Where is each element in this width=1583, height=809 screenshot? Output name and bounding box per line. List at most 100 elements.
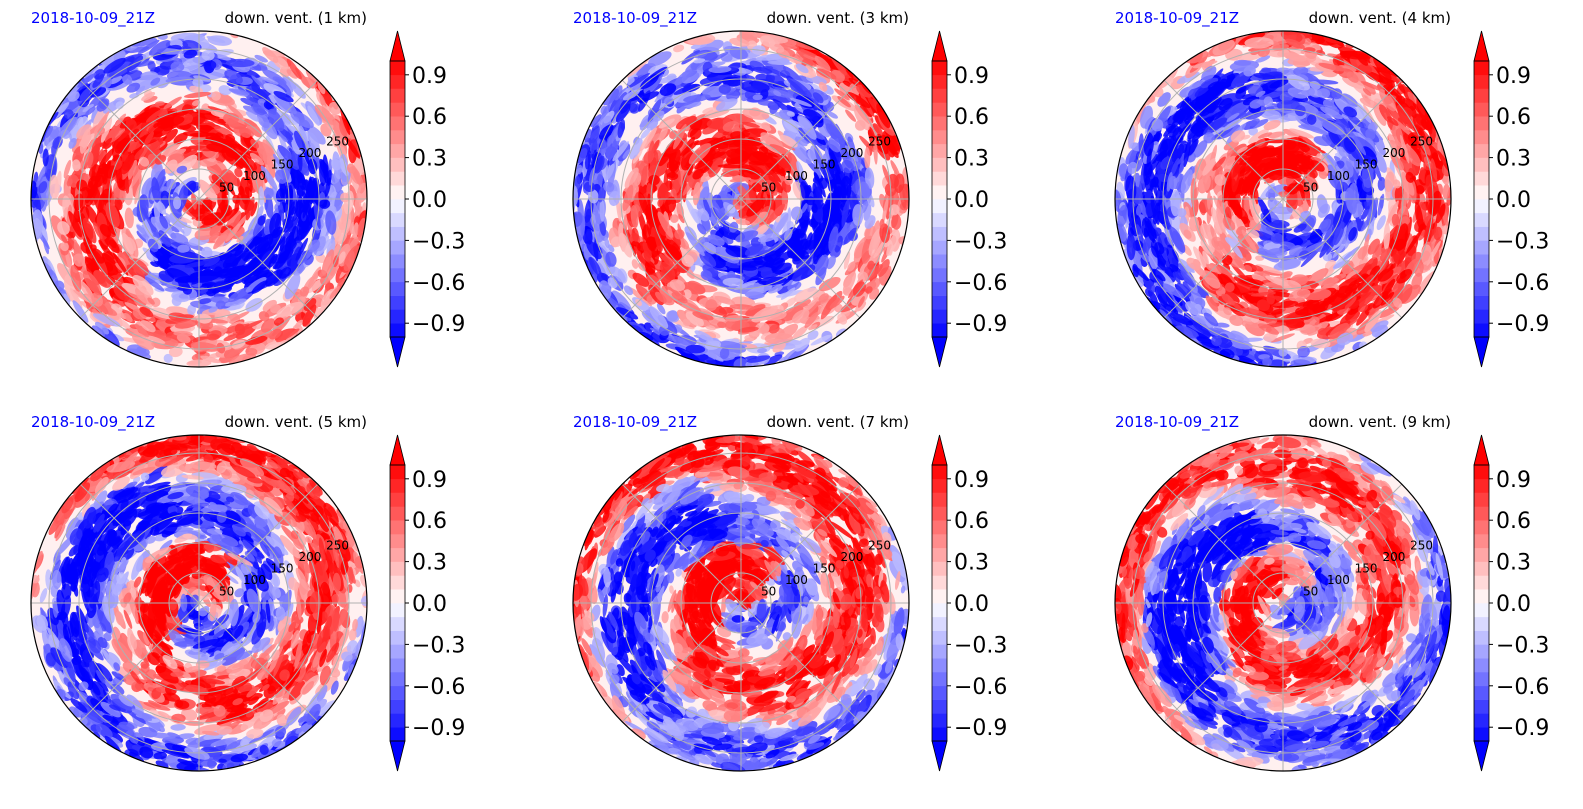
colorbar-tick-label: −0.6 <box>412 675 465 700</box>
grid-spoke <box>621 198 742 319</box>
colorbar-extend-max <box>389 30 406 62</box>
colorbar-band <box>932 561 947 576</box>
colorbar-tick-label: 0.9 <box>412 468 447 493</box>
colorbar-band <box>932 130 947 145</box>
grid-spoke <box>621 602 742 723</box>
panel-3: 2018-10-09_21Z down. vent. (4 km) 50 100 150… <box>1114 9 1549 368</box>
colorbar-extend-max <box>931 434 948 466</box>
colorbar-tick-label: 0.0 <box>412 592 447 617</box>
colorbar-band <box>390 727 405 742</box>
panel-4: 2018-10-09_21Z down. vent. (5 km) 50 100 150… <box>30 413 465 772</box>
colorbar-tick-label: −0.6 <box>954 271 1007 296</box>
grid-spoke <box>1282 483 1403 604</box>
colorbar-tick-label: −0.9 <box>954 312 1007 337</box>
colorbar-band <box>932 492 947 507</box>
colorbar-band <box>390 699 405 714</box>
colorbar-band <box>1474 61 1489 76</box>
colorbar-band <box>932 309 947 324</box>
colorbar-band <box>1474 88 1489 103</box>
grid-spoke <box>1163 79 1284 200</box>
colorbar: −0.9 −0.6 −0.3 0.0 0.3 0.6 0.9 <box>931 434 1007 772</box>
colorbar-band <box>390 520 405 535</box>
polar-outline <box>572 434 910 772</box>
panel-1: 2018-10-09_21Z down. vent. (1 km) 50 100 150… <box>30 9 465 368</box>
colorbar-band <box>390 713 405 728</box>
grid-spoke <box>198 198 319 319</box>
colorbar-extend-min <box>931 336 948 368</box>
grid-spoke <box>740 198 861 319</box>
colorbar-band <box>1474 295 1489 310</box>
colorbar-tick-label: 0.6 <box>954 509 989 534</box>
panel-title: down. vent. (1 km) <box>225 9 367 27</box>
colorbar-band <box>390 672 405 687</box>
colorbar-band <box>932 658 947 673</box>
radial-tick-label: 150 <box>271 158 294 172</box>
grid-spoke <box>1282 198 1403 319</box>
radial-tick-label: 50 <box>219 181 234 195</box>
colorbar-band <box>390 644 405 659</box>
colorbar-tick-label: −0.3 <box>954 229 1007 254</box>
colorbar-band <box>932 240 947 255</box>
colorbar-band <box>1474 699 1489 714</box>
colorbar: −0.9 −0.6 −0.3 0.0 0.3 0.6 0.9 <box>389 30 465 368</box>
radial-tick-label: 100 <box>785 169 808 183</box>
colorbar-tick-label: −0.3 <box>412 229 465 254</box>
grid-spoke <box>740 483 861 604</box>
radial-tick-label: 200 <box>298 146 321 160</box>
colorbar-tick-label: −0.6 <box>1496 271 1549 296</box>
colorbar: −0.9 −0.6 −0.3 0.0 0.3 0.6 0.9 <box>1473 30 1549 368</box>
colorbar-tick-label: 0.6 <box>1496 105 1531 130</box>
colorbar-band <box>390 616 405 631</box>
colorbar-band <box>390 295 405 310</box>
radial-tick-label: 150 <box>271 562 294 576</box>
panel-title: down. vent. (3 km) <box>767 9 909 27</box>
colorbar-band <box>1474 713 1489 728</box>
colorbar-tick-label: −0.9 <box>1496 716 1549 741</box>
colorbar-band <box>390 658 405 673</box>
colorbar-band <box>390 465 405 480</box>
colorbar-band <box>1474 323 1489 338</box>
panel-6: 2018-10-09_21Z down. vent. (9 km) 50 100 150… <box>1114 413 1549 772</box>
colorbar-band <box>390 157 405 172</box>
colorbar-extend-min <box>1473 740 1490 772</box>
colorbar-band <box>932 212 947 227</box>
colorbar-band <box>1474 575 1489 590</box>
radial-tick-label: 50 <box>761 585 776 599</box>
colorbar-band <box>932 520 947 535</box>
colorbar-tick-label: 0.3 <box>954 551 989 576</box>
colorbar-band <box>932 727 947 742</box>
radial-tick-label: 50 <box>219 585 234 599</box>
colorbar-band <box>932 323 947 338</box>
colorbar-tick-label: −0.3 <box>412 633 465 658</box>
colorbar-tick-label: 0.9 <box>1496 468 1531 493</box>
colorbar-band <box>932 74 947 89</box>
colorbar-band <box>932 478 947 493</box>
colorbar-band <box>1474 268 1489 283</box>
colorbar-band <box>932 143 947 158</box>
colorbar-band <box>1474 199 1489 214</box>
colorbar-band <box>932 88 947 103</box>
colorbar-tick-label: 0.0 <box>954 188 989 213</box>
colorbar-band <box>1474 226 1489 241</box>
colorbar-band <box>932 102 947 117</box>
radial-tick-label: 50 <box>1303 181 1318 195</box>
radial-tick-label: 50 <box>761 181 776 195</box>
colorbar-tick-label: −0.6 <box>954 675 1007 700</box>
colorbar-band <box>390 212 405 227</box>
colorbar-band <box>932 171 947 186</box>
colorbar-tick-label: 0.3 <box>412 147 447 172</box>
colorbar-tick-label: −0.3 <box>1496 633 1549 658</box>
grid-spoke <box>1163 198 1284 319</box>
colorbar: −0.9 −0.6 −0.3 0.0 0.3 0.6 0.9 <box>389 434 465 772</box>
colorbar-band <box>1474 185 1489 200</box>
colorbar-band <box>390 61 405 76</box>
grid-spoke <box>198 602 319 723</box>
colorbar-band <box>1474 254 1489 269</box>
colorbar-extend-max <box>389 434 406 466</box>
colorbar-band <box>932 534 947 549</box>
colorbar-band <box>390 281 405 296</box>
radial-tick-label: 150 <box>1355 158 1378 172</box>
colorbar-band <box>390 575 405 590</box>
colorbar-tick-label: 0.0 <box>954 592 989 617</box>
